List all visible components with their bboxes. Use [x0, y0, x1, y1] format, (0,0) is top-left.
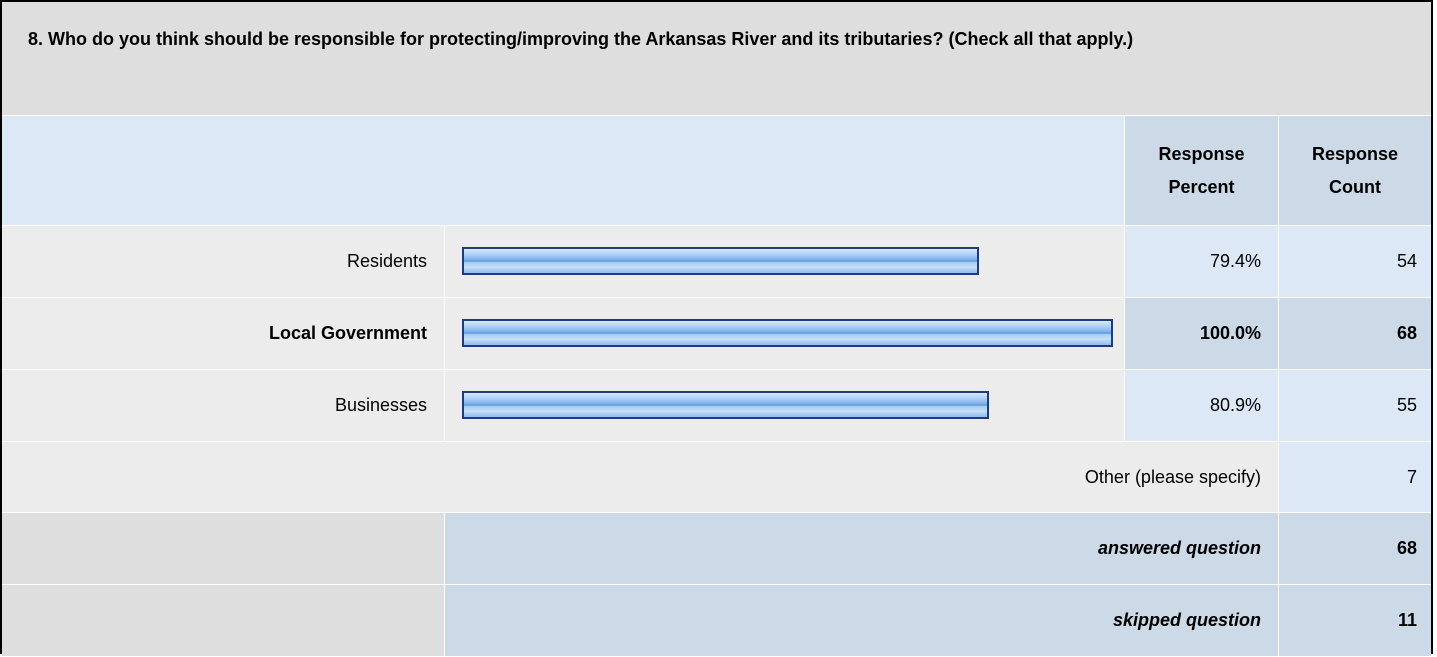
answer-row-residents: Residents 79.4% 54 — [2, 226, 1431, 298]
answer-row-local-government: Local Government 100.0% 68 — [2, 298, 1431, 370]
answered-label: answered question — [445, 513, 1279, 585]
skipped-row: skipped question 11 — [2, 585, 1431, 657]
answer-bar — [462, 318, 1113, 347]
answer-percent: 79.4% — [1125, 226, 1279, 298]
answer-percent: 100.0% — [1125, 298, 1279, 370]
header-spacer — [2, 116, 1125, 226]
response-percent-header-label: Response Percent — [1158, 143, 1245, 197]
other-row: Other (please specify) 7 — [2, 442, 1431, 513]
answer-bar-cell — [445, 370, 1125, 442]
skipped-count: 11 — [1279, 585, 1431, 657]
skipped-label: skipped question — [445, 585, 1279, 657]
answer-bar-cell — [445, 226, 1125, 298]
skipped-spacer — [2, 585, 445, 657]
answer-label: Residents — [2, 226, 445, 298]
response-count-header-label: Response Count — [1311, 143, 1399, 197]
answer-count: 68 — [1279, 298, 1431, 370]
column-header-row: Response Percent Response Count — [2, 116, 1431, 226]
other-label: Other (please specify) — [2, 442, 1279, 513]
question-header: 8. Who do you think should be responsibl… — [2, 2, 1431, 116]
answer-percent: 80.9% — [1125, 370, 1279, 442]
answer-label: Businesses — [2, 370, 445, 442]
answered-row: answered question 68 — [2, 513, 1431, 585]
answer-bar — [462, 390, 989, 419]
question-title: 8. Who do you think should be responsibl… — [28, 29, 1134, 49]
answered-spacer — [2, 513, 445, 585]
answer-count: 55 — [1279, 370, 1431, 442]
answered-count: 68 — [1279, 513, 1431, 585]
response-percent-header: Response Percent — [1125, 116, 1279, 226]
answer-count: 54 — [1279, 226, 1431, 298]
answer-bar — [462, 246, 979, 275]
response-count-header: Response Count — [1279, 116, 1431, 226]
answer-row-businesses: Businesses 80.9% 55 — [2, 370, 1431, 442]
answer-label: Local Government — [2, 298, 445, 370]
other-count: 7 — [1279, 442, 1431, 513]
answer-bar-cell — [445, 298, 1125, 370]
